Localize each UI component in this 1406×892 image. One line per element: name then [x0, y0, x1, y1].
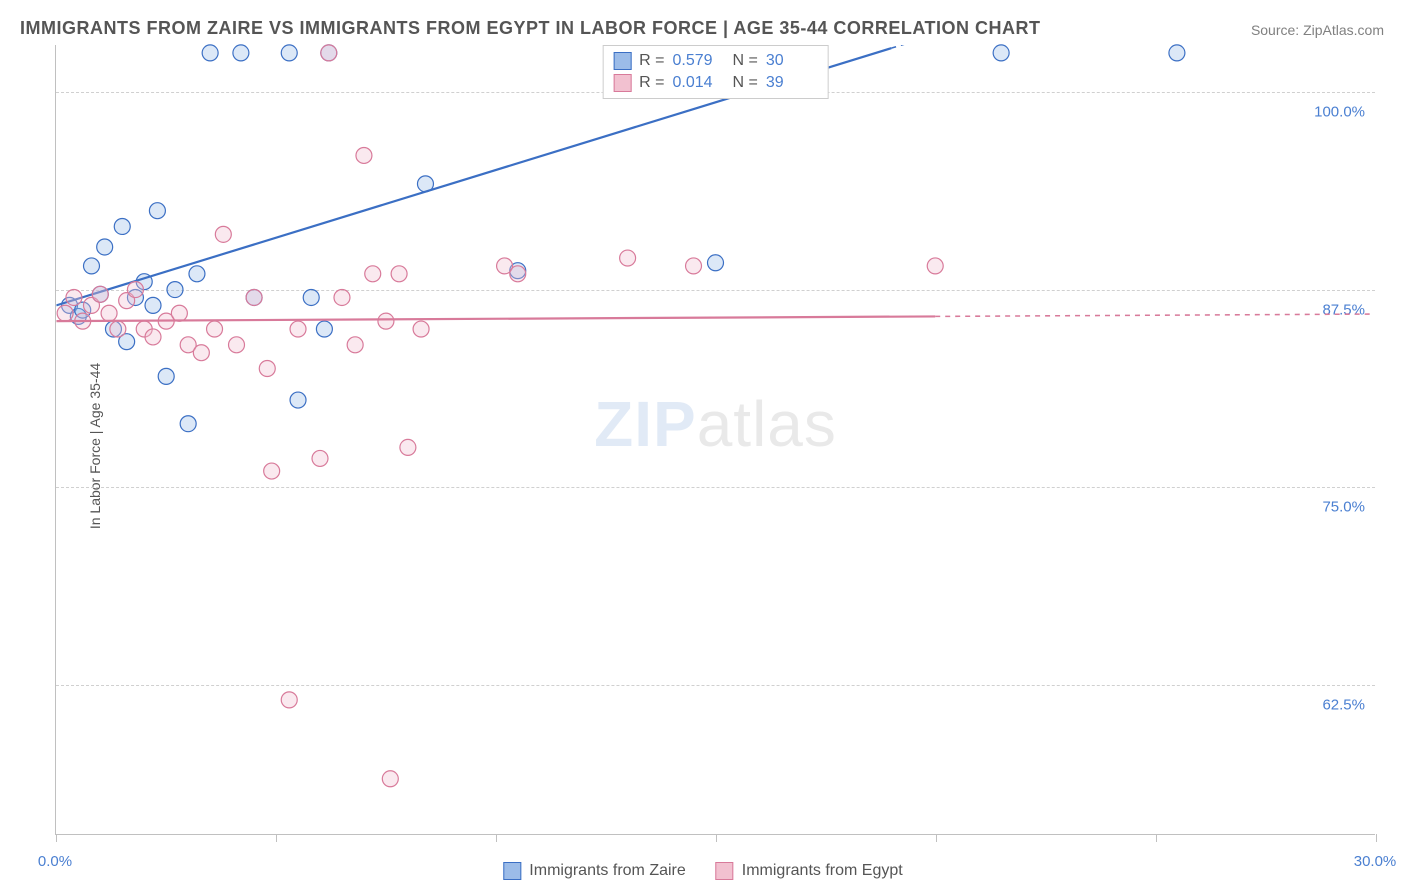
n-label: N =: [733, 52, 758, 70]
chart-container: IMMIGRANTS FROM ZAIRE VS IMMIGRANTS FROM…: [0, 0, 1406, 892]
legend-swatch-egypt: [613, 74, 631, 92]
data-point-egypt: [378, 313, 394, 329]
data-point-zaire: [303, 289, 319, 305]
data-point-zaire: [114, 218, 130, 234]
data-point-egypt: [927, 258, 943, 274]
legend-corr-row-zaire: R = 0.579 N = 30: [613, 50, 818, 72]
source-label: Source: ZipAtlas.com: [1251, 22, 1384, 38]
data-point-egypt: [312, 450, 328, 466]
data-point-egypt: [229, 337, 245, 353]
data-point-egypt: [264, 463, 280, 479]
x-tick-label: 30.0%: [1354, 853, 1397, 870]
data-point-egypt: [246, 289, 262, 305]
data-point-zaire: [145, 297, 161, 313]
legend-corr-row-egypt: R = 0.014 N = 39: [613, 72, 818, 94]
data-point-zaire: [189, 266, 205, 282]
data-point-egypt: [620, 250, 636, 266]
x-tick: [1376, 834, 1377, 842]
r-value: 0.014: [673, 74, 725, 92]
series-legend: Immigrants from Zaire Immigrants from Egy…: [503, 862, 902, 880]
data-point-zaire: [149, 203, 165, 219]
correlation-legend: R = 0.579 N = 30 R = 0.014 N = 39: [602, 45, 829, 99]
legend-item-egypt: Immigrants from Egypt: [716, 862, 903, 880]
x-tick: [716, 834, 717, 842]
data-point-egypt: [193, 345, 209, 361]
data-point-egypt: [347, 337, 363, 353]
chart-title: IMMIGRANTS FROM ZAIRE VS IMMIGRANTS FROM…: [20, 18, 1041, 39]
legend-swatch-zaire: [503, 862, 521, 880]
data-point-egypt: [66, 289, 82, 305]
x-tick: [1156, 834, 1157, 842]
data-point-zaire: [97, 239, 113, 255]
data-point-egypt: [356, 147, 372, 163]
data-point-zaire: [180, 416, 196, 432]
data-point-egypt: [391, 266, 407, 282]
data-point-egypt: [127, 282, 143, 298]
data-point-egypt: [171, 305, 187, 321]
data-point-egypt: [365, 266, 381, 282]
data-point-zaire: [290, 392, 306, 408]
data-point-zaire: [84, 258, 100, 274]
x-tick: [276, 834, 277, 842]
data-point-zaire: [281, 45, 297, 61]
r-label: R =: [639, 74, 664, 92]
x-tick: [936, 834, 937, 842]
data-point-egypt: [510, 266, 526, 282]
x-tick: [56, 834, 57, 842]
data-point-egypt: [259, 361, 275, 377]
legend-swatch-egypt: [716, 862, 734, 880]
n-value: 39: [766, 74, 818, 92]
data-point-zaire: [708, 255, 724, 271]
data-point-egypt: [686, 258, 702, 274]
data-point-egypt: [57, 305, 73, 321]
data-point-egypt: [207, 321, 223, 337]
x-tick: [496, 834, 497, 842]
legend-label-egypt: Immigrants from Egypt: [742, 862, 903, 880]
data-point-egypt: [92, 286, 108, 302]
data-point-egypt: [101, 305, 117, 321]
r-label: R =: [639, 52, 664, 70]
data-point-zaire: [233, 45, 249, 61]
trendline-dashed-egypt: [935, 314, 1374, 316]
data-point-egypt: [400, 439, 416, 455]
data-point-zaire: [158, 368, 174, 384]
legend-item-zaire: Immigrants from Zaire: [503, 862, 685, 880]
legend-label-zaire: Immigrants from Zaire: [529, 862, 685, 880]
plot-svg: [56, 45, 1375, 834]
data-point-zaire: [316, 321, 332, 337]
data-point-zaire: [993, 45, 1009, 61]
r-value: 0.579: [673, 52, 725, 70]
n-label: N =: [733, 74, 758, 92]
data-point-egypt: [290, 321, 306, 337]
trendline-egypt: [56, 316, 935, 321]
data-point-egypt: [321, 45, 337, 61]
data-point-egypt: [334, 289, 350, 305]
data-point-zaire: [202, 45, 218, 61]
data-point-egypt: [215, 226, 231, 242]
n-value: 30: [766, 52, 818, 70]
data-point-egypt: [413, 321, 429, 337]
legend-swatch-zaire: [613, 52, 631, 70]
data-point-zaire: [1169, 45, 1185, 61]
data-point-egypt: [110, 321, 126, 337]
data-point-zaire: [167, 282, 183, 298]
x-tick-label: 0.0%: [38, 853, 72, 870]
data-point-egypt: [145, 329, 161, 345]
data-point-egypt: [382, 771, 398, 787]
data-point-egypt: [281, 692, 297, 708]
plot-area: ZIPatlas 62.5%75.0%87.5%100.0% R =0.579N…: [55, 45, 1375, 835]
